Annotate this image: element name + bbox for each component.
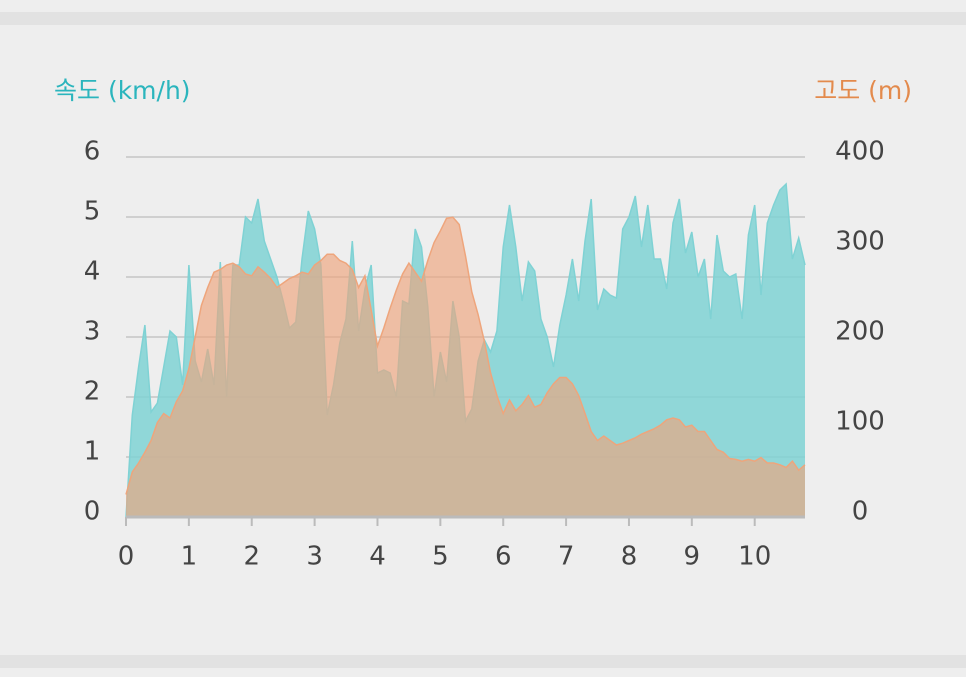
top-divider [0,12,966,25]
x-tick-label: 10 [738,542,771,572]
y-tick-label: 5 [84,197,101,227]
x-tick-label: 6 [495,542,512,572]
y-axis-title: 속도 (km/h) [54,76,191,105]
x-tick-label: 0 [118,542,135,572]
x-tick-label: 7 [558,542,575,572]
area-line [125,216,806,495]
y-tick-label: 6 [84,137,101,167]
y-tick-label: 4 [84,257,101,287]
x-tick-label: 5 [432,542,449,572]
x-tick-label: 4 [369,542,386,572]
y2-tick-label: 100 [835,407,885,437]
x-tick-label: 8 [621,542,638,572]
y-tick-label: 2 [84,377,101,407]
y-tick-label: 3 [84,317,101,347]
y2-tick-label: 200 [835,317,885,347]
bottom-divider [0,655,966,668]
x-tick-label: 2 [243,542,260,572]
x-tick-label: 1 [181,542,198,572]
y2-tick-label: 400 [835,137,885,167]
x-tick-label: 3 [306,542,323,572]
x-tick-label: 9 [684,542,701,572]
y2-tick-label: 0 [852,497,869,527]
y2-axis-title: 고도 (m) [814,76,912,105]
y-tick-label: 1 [84,437,101,467]
area-fill [126,217,805,518]
y2-tick-label: 300 [835,227,885,257]
y-tick-label: 0 [84,497,101,527]
